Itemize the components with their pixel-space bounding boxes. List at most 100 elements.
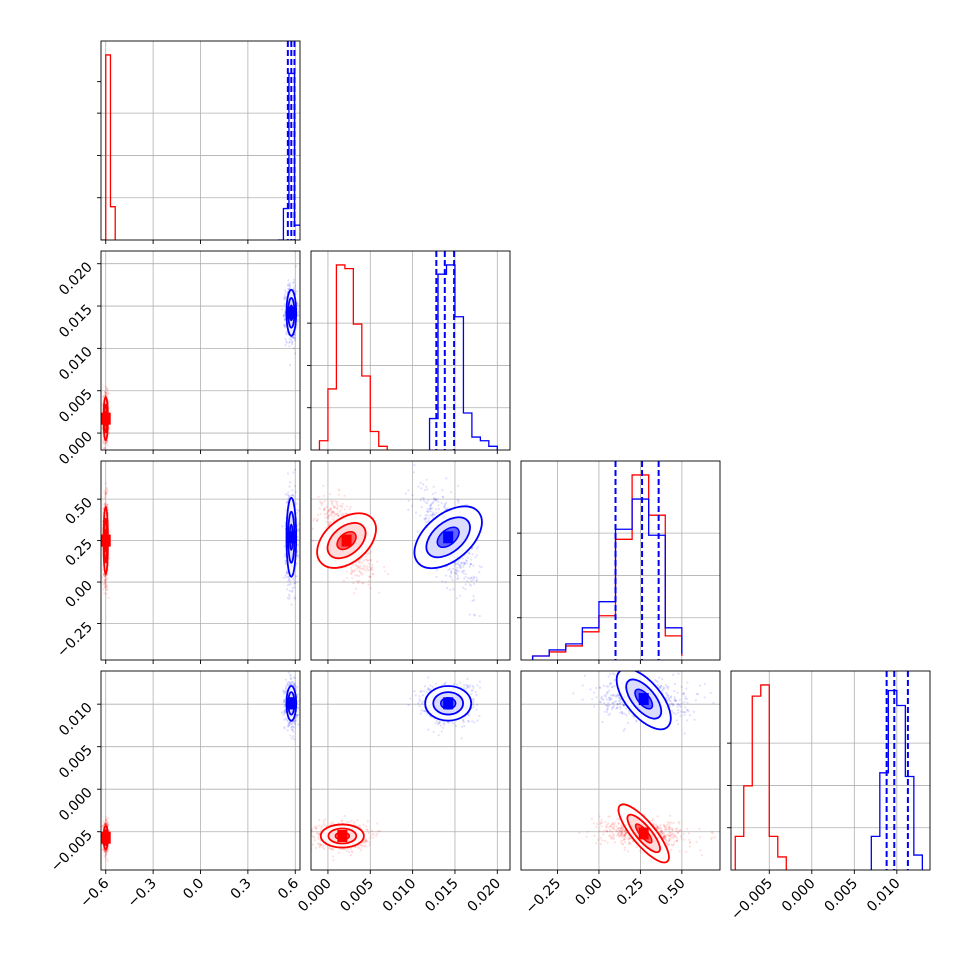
sample-point [288,340,291,343]
sample-point [296,543,300,547]
sample-point [469,563,472,566]
sample-point [475,554,479,557]
sample-point [287,577,291,580]
sample-point [365,565,368,568]
sample-point [288,595,291,598]
sample-point [292,495,295,498]
sample-point [312,539,315,543]
sample-point [105,822,109,825]
sample-point [357,575,360,578]
sample-point [361,582,364,585]
sample-point [288,364,291,367]
sample-point [296,312,299,315]
sample-point [427,499,430,502]
sample-point [422,497,425,500]
sample-point [105,853,108,856]
sample-point [420,505,423,509]
sample-point [105,822,108,825]
sample-point [337,488,340,491]
sample-point [283,319,286,322]
sample-point [362,582,365,585]
sample-point [105,584,108,587]
sample-point [105,818,108,821]
sample-point [336,500,339,503]
sample-point [443,506,446,509]
sample-point [291,336,294,339]
sample-point [329,493,332,496]
sample-point [325,513,328,516]
sample-point [322,484,325,487]
sample-point [288,721,291,724]
sample-point [317,495,320,498]
sample-point [297,529,300,532]
sample-point [295,688,298,691]
sample-point [472,613,476,616]
sample-point [330,511,333,515]
sample-point [291,577,295,580]
sample-point [315,846,318,850]
sample-point [421,497,424,500]
sample-point [463,577,466,580]
sample-point [431,501,434,504]
sample-point [367,580,370,583]
sample-point [470,577,473,580]
sample-point [329,513,332,517]
sample-point [345,512,348,516]
sample-point [411,504,414,507]
sample-point [103,821,106,825]
sample-point [429,504,432,507]
sample-point [285,685,288,688]
sample-point [103,471,105,473]
sample-point [352,581,355,585]
sample-point [334,513,337,516]
sample-point [104,392,107,395]
sample-point [457,563,460,566]
sample-point [478,571,481,574]
sample-point [472,595,475,598]
sample-point [371,566,374,569]
sample-point [455,563,458,566]
sample-point [293,720,296,724]
sample-point [472,598,476,602]
sample-point [104,501,107,505]
sample-point [323,507,326,510]
sample-point [297,509,300,512]
sample-point [107,596,110,600]
sample-point [295,715,298,719]
sample-point [102,440,105,443]
sample-point [293,586,296,589]
sample-point [454,572,458,575]
sample-point [331,517,334,521]
sample-point [104,823,107,826]
sample-point [437,504,440,507]
sample-point [328,509,331,512]
sample-point [290,494,293,497]
sample-point [286,683,289,687]
density-peak-blue [286,531,297,544]
sample-point [470,579,473,582]
sample-point [426,507,429,510]
sample-point [104,582,107,585]
sample-point [473,576,476,580]
sample-point [424,517,428,520]
sample-point [295,502,298,505]
sample-point [295,575,298,578]
sample-point [105,822,108,825]
sample-point [283,725,286,729]
sample-point [466,580,469,583]
sample-point [291,728,294,731]
sample-point [384,570,387,573]
sample-point [290,737,293,740]
sample-point [359,564,362,568]
sample-point [435,575,438,579]
sample-point [106,389,109,392]
sample-point [450,570,453,573]
sample-point [404,492,407,495]
sample-point [417,485,420,488]
sample-point [286,572,289,575]
sample-point [371,568,374,571]
sample-point [427,519,430,523]
sample-point [436,498,439,501]
sample-point [434,508,438,511]
